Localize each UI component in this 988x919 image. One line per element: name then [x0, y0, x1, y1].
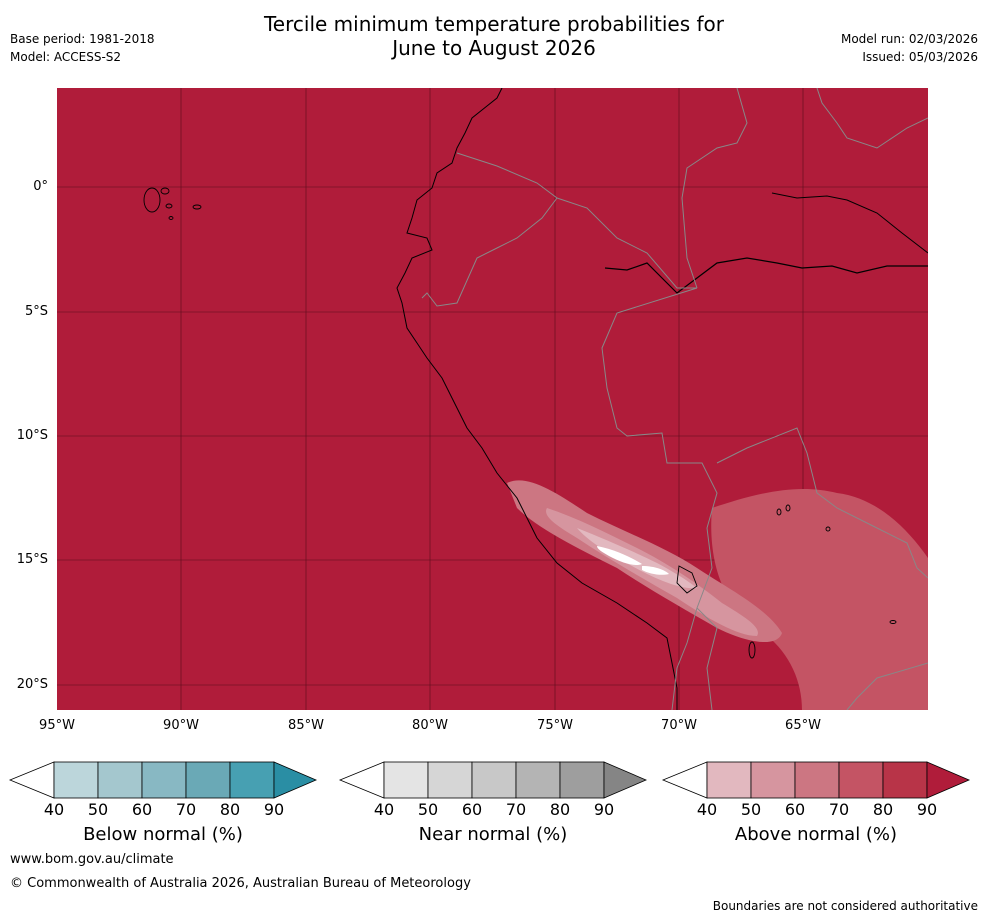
colorbar-above-label: Above normal (%)	[734, 824, 898, 845]
national-borders	[421, 88, 928, 710]
tick-label: 40	[373, 800, 395, 819]
boundary-disclaimer: Boundaries are not considered authoritat…	[712, 899, 978, 913]
lat-label: 10°S	[16, 428, 48, 443]
coastline-south-america	[396, 88, 678, 710]
tick-label: 60	[461, 800, 483, 819]
tick-label: 80	[219, 800, 241, 819]
colorbar-below-swatches	[8, 761, 318, 799]
tick-label: 80	[872, 800, 894, 819]
meta-right: Model run: 02/03/2026 Issued: 05/03/2026	[841, 30, 978, 66]
tick-label: 70	[505, 800, 527, 819]
lat-label: 0°	[33, 179, 48, 194]
tick-label: 50	[87, 800, 109, 819]
lon-label: 95°W	[39, 718, 75, 733]
river-north	[771, 192, 928, 254]
region-below-40-b	[642, 566, 669, 575]
copyright-notice: © Commonwealth of Australia 2026, Austra…	[10, 876, 471, 891]
galapagos-islands	[143, 187, 202, 220]
colorbar-near-normal: 40 50 60 70 80 90 Near normal (%)	[338, 760, 650, 860]
tick-label: 50	[417, 800, 439, 819]
lon-label: 80°W	[412, 718, 448, 733]
tick-label: 40	[43, 800, 65, 819]
lat-label: 20°S	[16, 677, 48, 692]
tick-label: 90	[593, 800, 615, 819]
meta-left: Base period: 1981-2018 Model: ACCESS-S2	[10, 30, 155, 66]
colorbar-above-normal: 40 50 60 70 80 90 Above normal (%)	[661, 760, 973, 860]
tick-label: 90	[263, 800, 285, 819]
tick-label: 80	[549, 800, 571, 819]
colorbar-below-label: Below normal (%)	[83, 824, 243, 845]
chart-title: Tercile minimum temperature probabilitie…	[0, 12, 988, 60]
lat-label: 5°S	[24, 304, 48, 319]
tick-label: 60	[131, 800, 153, 819]
map-canvas	[57, 88, 928, 710]
tick-label: 90	[916, 800, 938, 819]
lon-label: 85°W	[288, 718, 324, 733]
tick-label: 70	[175, 800, 197, 819]
tick-label: 60	[784, 800, 806, 819]
lon-label: 75°W	[537, 718, 573, 733]
issued-date: Issued: 05/03/2026	[862, 50, 978, 64]
region-60-70	[711, 488, 928, 710]
lakes	[676, 504, 897, 659]
model-name: Model: ACCESS-S2	[10, 50, 122, 64]
lon-label: 65°W	[785, 718, 821, 733]
lon-label: 90°W	[163, 718, 199, 733]
tick-label: 50	[740, 800, 762, 819]
model-run: Model run: 02/03/2026	[840, 32, 978, 46]
map-grid	[57, 88, 928, 710]
colorbar-above-swatches	[661, 761, 971, 799]
lat-label: 15°S	[16, 552, 48, 567]
colorbar-near-label: Near normal (%)	[418, 824, 568, 845]
colorbar-below-normal: 40 50 60 70 80 90 Below normal (%)	[8, 760, 320, 860]
title-line-1: Tercile minimum temperature probabilitie…	[263, 12, 725, 36]
amazon-river	[604, 257, 928, 294]
probability-map	[57, 88, 928, 710]
colorbar-near-swatches	[338, 761, 648, 799]
tick-label: 40	[696, 800, 718, 819]
title-line-2: June to August 2026	[392, 36, 596, 60]
base-period: Base period: 1981-2018	[10, 32, 155, 46]
lon-label: 70°W	[661, 718, 697, 733]
source-url: www.bom.gov.au/climate	[10, 852, 174, 867]
region-below-40-a	[597, 546, 642, 566]
tick-label: 70	[828, 800, 850, 819]
